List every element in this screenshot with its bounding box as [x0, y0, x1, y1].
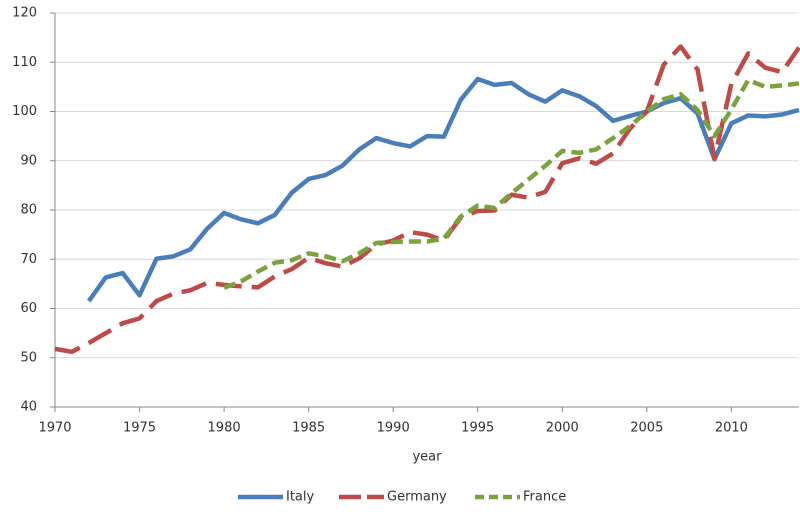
y-tick-label: 60 — [20, 301, 37, 316]
series-line — [86, 76, 800, 303]
x-tick-label: 2010 — [715, 421, 748, 436]
x-tick-label: 1995 — [461, 421, 494, 436]
legend-label: Italy — [286, 490, 315, 505]
x-tick-label: 1985 — [292, 421, 325, 436]
y-tick-label: 90 — [20, 153, 37, 168]
y-tick-label: 100 — [12, 104, 37, 119]
y-tick-label: 50 — [20, 350, 37, 365]
x-axis-label: year — [412, 450, 442, 465]
x-tick-label: 1980 — [208, 421, 241, 436]
x-tick-label: 2000 — [546, 421, 579, 436]
x-tick-label: 1970 — [38, 421, 71, 436]
x-tick-label: 1990 — [377, 421, 410, 436]
y-tick-label: 110 — [12, 55, 37, 70]
x-tick-label: 2005 — [630, 421, 663, 436]
series-line — [54, 44, 800, 355]
y-tick-label: 120 — [12, 6, 37, 21]
legend-label: France — [523, 490, 566, 505]
legend-label: Germany — [387, 490, 447, 505]
y-tick-label: 70 — [20, 252, 37, 267]
y-tick-label: 40 — [20, 400, 37, 415]
y-tick-label: 80 — [20, 203, 37, 218]
x-tick-label: 1975 — [123, 421, 156, 436]
